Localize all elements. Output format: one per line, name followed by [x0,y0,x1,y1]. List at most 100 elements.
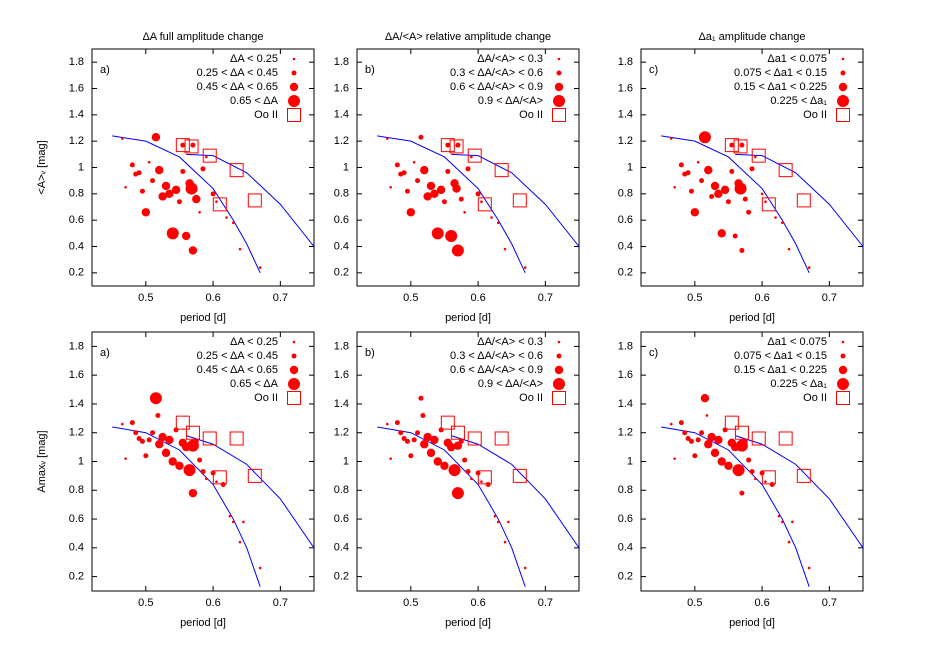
legend-label: 0.15 < Δa1 < 0.225 [734,81,827,93]
point [729,142,735,148]
point [710,181,720,191]
x-tick-label: 0.7 [822,597,837,609]
fit-curve [112,135,261,274]
y-tick-label: 1.2 [334,427,349,439]
point [420,165,429,175]
legend-marker [292,340,296,344]
x-tick-label: 0.6 [205,597,220,609]
point [739,142,745,148]
fit-curve [735,153,863,247]
y-tick-label: 1.4 [618,398,633,410]
point [389,185,392,189]
point [445,142,451,148]
x-axis-label: period [d] [729,312,775,324]
y-tick-label: 1.6 [334,82,349,94]
point [764,200,767,204]
plot-area [112,392,314,587]
plot-area [661,131,863,274]
y-tick-label: 1.6 [69,369,84,381]
legend-label: 0.3 < ΔA/<A> < 0.6 [450,350,543,362]
point [451,244,464,257]
point [780,520,784,524]
point [698,131,711,144]
panel-title: Δa₁ amplitude change [698,31,805,43]
x-tick-label: 0.6 [470,597,485,609]
fit-curve [377,135,526,274]
y-tick-label: 1 [78,161,84,173]
point [754,155,757,159]
point [215,200,218,204]
square-marker [175,415,190,430]
legend-label: Oo II [519,109,543,121]
point [398,430,404,436]
square-marker [212,470,227,485]
point [155,165,164,175]
square-marker [778,431,793,446]
point [717,229,726,238]
square-marker [202,148,217,163]
point [725,199,731,205]
legend-marker [554,82,564,92]
x-axis-label: period [d] [445,312,491,324]
point [258,266,262,269]
point [445,229,458,242]
point [141,208,151,217]
point [200,166,206,172]
point [129,420,135,426]
legend-marker [554,365,564,375]
point [139,438,145,444]
y-tick-label: 1.8 [69,56,84,68]
point [197,457,203,463]
point [426,181,436,191]
point [807,266,811,269]
point [385,137,389,140]
legend-marker [836,391,850,405]
y-tick-label: 0.2 [334,267,349,279]
point [465,166,471,172]
point [151,133,161,142]
point [705,414,709,417]
point [445,168,451,174]
square-marker [247,468,262,483]
y-tick-label: 1.6 [69,82,84,94]
point [242,520,245,524]
point [205,155,208,159]
y-tick-label: 1.2 [69,135,84,147]
point [493,514,497,518]
plot-area [661,393,863,587]
fit-curve [377,426,526,587]
point [774,216,777,219]
point [420,412,426,418]
square-marker [734,425,749,440]
x-tick-label: 0.6 [754,292,769,304]
panel-title: ΔA full amplitude change [142,31,263,43]
point [700,393,710,403]
square-marker [440,138,455,153]
y-tick-label: 1 [627,161,633,173]
point [124,185,127,189]
legend-marker [552,108,566,122]
point [165,189,174,199]
legend-marker [288,378,300,390]
legend-label: 0.225 < Δa₁ [770,95,827,107]
point [210,191,216,197]
panel-label: b) [365,347,375,359]
y-tick-label: 1.6 [334,369,349,381]
legend-label: Δa1 < 0.075 [767,336,827,348]
point [401,435,407,441]
y-tick-label: 0.2 [69,571,84,583]
point [136,435,142,441]
legend-marker [289,82,299,92]
point [150,178,156,184]
point [215,480,218,483]
legend-marker [557,57,561,61]
square-marker [494,431,509,446]
point [401,170,407,176]
panel: period [d] c) 0.2 0.4 0.6 0.8 1 1.2 1.4 1.6 1.8 0.5… [618,331,864,629]
panel-label: c) [649,64,658,76]
point [158,192,167,201]
legend-marker [840,353,846,359]
point [198,210,201,214]
y-tick-label: 1.8 [334,56,349,68]
panel-label: a) [100,347,110,359]
